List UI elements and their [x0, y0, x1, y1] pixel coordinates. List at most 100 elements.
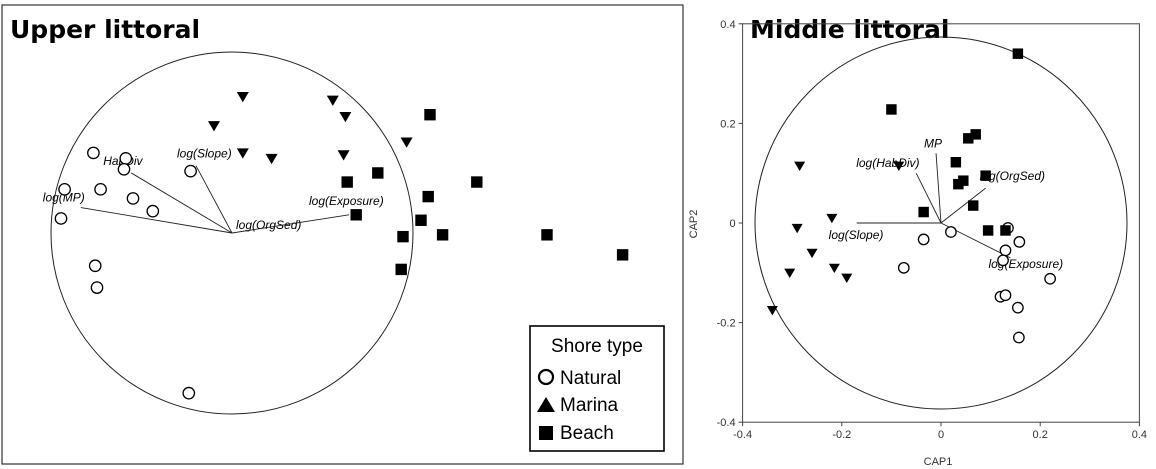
- upper-point-marina-5: [236, 148, 249, 159]
- x-tick-label-1: -0.4: [733, 429, 752, 441]
- x-tick-label-4: 0.2: [1033, 429, 1048, 441]
- upper-point-marina-7: [337, 150, 350, 161]
- upper-point-natural-2: [119, 152, 133, 165]
- upper-point-beach-2: [372, 167, 384, 179]
- middle-point-natural-2: [917, 233, 930, 246]
- middle-point-beach-5: [950, 157, 962, 168]
- middle-point-beach-2: [886, 104, 897, 115]
- legend-marina-label: Marina: [560, 395, 619, 416]
- legend-beach-marker: [539, 426, 553, 440]
- middle-point-natural-7: [1044, 272, 1056, 285]
- upper-point-natural-9: [54, 212, 68, 225]
- upper-correlation-circle: [50, 51, 414, 415]
- middle-vector-log-orgsed: [940, 187, 986, 224]
- upper-point-natural-8: [146, 204, 160, 218]
- middle-point-natural-11: [1012, 301, 1024, 314]
- middle-panel-title: Middle littoral: [750, 15, 949, 44]
- upper-vector-log-mp: [80, 207, 233, 234]
- upper-point-marina-4: [339, 112, 352, 123]
- upper-point-marina-8: [400, 137, 413, 148]
- middle-point-marina-8: [841, 273, 853, 284]
- upper-point-marina-6: [265, 153, 278, 165]
- middle-point-natural-10: [999, 289, 1012, 302]
- middle-point-beach-1: [1012, 48, 1024, 59]
- y-tick-label-5: 0.4: [720, 19, 735, 31]
- upper-point-natural-7: [126, 192, 140, 205]
- upper-panel-title: Upper littoral: [10, 15, 200, 44]
- upper-point-beach-5: [422, 190, 434, 203]
- middle-correlation-circle: [754, 36, 1128, 410]
- upper-point-natural-6: [94, 182, 107, 196]
- middle-point-beach-12: [1000, 225, 1011, 236]
- upper-vector-log-slope: [195, 165, 233, 234]
- y-tick-label-4: 0.2: [720, 118, 735, 130]
- middle-point-beach-9: [968, 200, 979, 211]
- x-axis-title: CAP1: [924, 456, 953, 468]
- middle-vector-label-mp: MP: [924, 136, 942, 150]
- upper-vector-log-exposure: [231, 214, 350, 234]
- middle-point-natural-6: [997, 254, 1009, 267]
- middle-point-marina-4: [826, 213, 838, 224]
- y-tick-label-1: -0.4: [717, 417, 736, 429]
- middle-point-marina-9: [766, 306, 778, 316]
- middle-point-beach-8: [953, 178, 964, 190]
- upper-point-beach-6: [350, 209, 362, 221]
- middle-vector-label-log-habdiv: log(HabDiv): [856, 156, 919, 170]
- upper-point-marina-1: [236, 92, 249, 103]
- middle-point-beach-4: [963, 133, 974, 144]
- legend-marina-marker: [537, 397, 555, 412]
- upper-point-natural-4: [184, 164, 197, 178]
- upper-point-marina-2: [208, 121, 220, 132]
- middle-vector-mp: [935, 153, 942, 224]
- legend: Shore type Natural Marina Beach: [529, 325, 665, 452]
- middle-point-marina-7: [828, 263, 840, 274]
- middle-point-marina-1: [794, 161, 806, 171]
- middle-point-marina-3: [791, 223, 803, 234]
- upper-point-beach-12: [616, 249, 629, 261]
- middle-point-natural-8: [897, 261, 910, 274]
- x-tick-label-5: 0.4: [1132, 429, 1147, 441]
- upper-point-natural-3: [117, 162, 131, 176]
- middle-vector-label-log-slope: log(Slope): [829, 228, 884, 242]
- upper-littoral-panel: Upper littoral log(Slope)HabDivlog(MP)lo…: [1, 4, 684, 465]
- middle-vector-log-habdiv: [915, 172, 942, 224]
- upper-vector-habdiv: [130, 172, 233, 234]
- x-tick-label-2: -0.2: [832, 429, 851, 441]
- upper-point-beach-4: [471, 176, 483, 188]
- upper-point-beach-10: [541, 229, 553, 241]
- legend-title: Shore type: [551, 336, 643, 357]
- upper-point-beach-7: [415, 214, 427, 226]
- upper-vector-label-log-mp: log(MP): [43, 191, 85, 205]
- legend-natural-label: Natural: [560, 368, 621, 389]
- legend-natural-marker: [537, 368, 555, 386]
- middle-point-marina-5: [806, 248, 818, 259]
- middle-plot-area: -0.4 -0.2 0 0.2 0.4 -0.4 -0.2 0 0.2 0.4 MP log(HabD…: [717, 19, 1147, 441]
- upper-point-beach-11: [395, 263, 407, 276]
- upper-point-natural-10: [88, 259, 102, 273]
- middle-point-natural-1: [945, 226, 957, 238]
- middle-point-natural-5: [1013, 236, 1026, 248]
- upper-point-natural-1: [87, 146, 100, 160]
- upper-point-natural-5: [58, 182, 71, 196]
- middle-point-marina-6: [784, 268, 796, 279]
- upper-point-natural-12: [182, 386, 196, 400]
- middle-littoral-panel: Middle littoral -0.4 -0.2 0 0.2 0.4 -0.4 -0.2 0…: [688, 15, 1147, 468]
- middle-point-natural-4: [999, 244, 1012, 257]
- y-axis-title: CAP2: [688, 210, 700, 239]
- y-tick-label-3: 0: [729, 218, 735, 230]
- legend-beach-label: Beach: [560, 423, 614, 444]
- middle-point-natural-12: [1012, 331, 1025, 344]
- upper-point-natural-11: [90, 281, 104, 294]
- upper-point-beach-3: [341, 176, 353, 188]
- upper-vector-label-log-exposure: log(Exposure): [309, 194, 384, 208]
- upper-vector-label-log-orgsed: log(OrgSed): [236, 218, 301, 232]
- middle-point-marina-2: [893, 161, 905, 171]
- upper-point-beach-9: [397, 230, 409, 243]
- upper-point-marina-3: [326, 95, 339, 106]
- upper-point-beach-8: [436, 229, 449, 241]
- y-tick-label-2: -0.2: [717, 318, 736, 330]
- middle-point-beach-6: [980, 170, 991, 181]
- x-tick-label-3: 0: [938, 429, 944, 441]
- middle-point-beach-11: [982, 225, 994, 236]
